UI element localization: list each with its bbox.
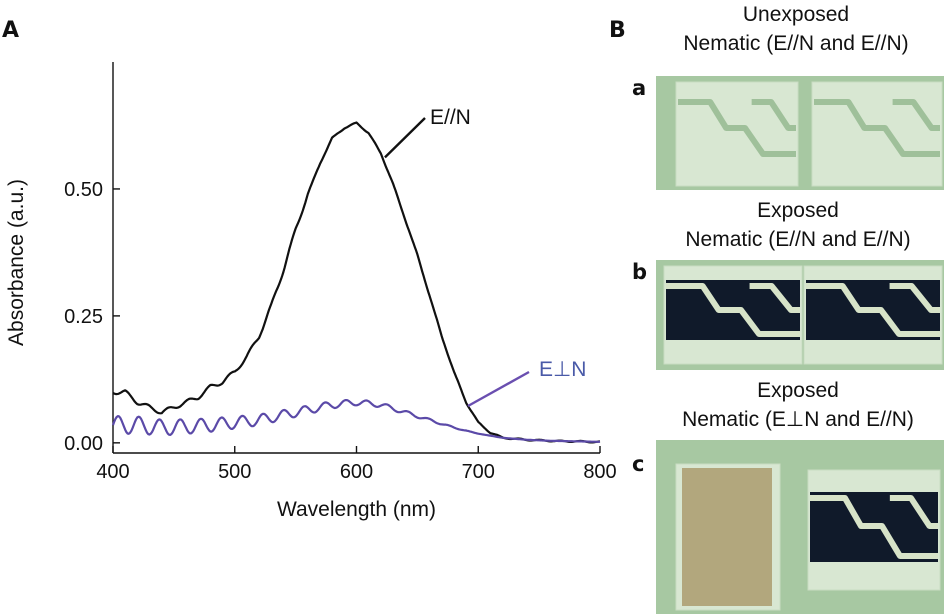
photo-drawing xyxy=(663,265,943,365)
x-axis-label: Wavelength (nm) xyxy=(277,498,436,521)
panel-b-letter: B xyxy=(609,18,626,43)
caption-c-line2: Nematic (E⊥N and E//N) xyxy=(682,408,914,431)
caption-a-line1: Unexposed xyxy=(742,3,850,26)
cell-left xyxy=(675,81,799,187)
x-tick-label-600: 600 xyxy=(340,461,373,483)
cell-right xyxy=(803,265,943,365)
caption-b-line2: Nematic (E//N and E//N) xyxy=(685,228,911,251)
annotation-label-1: E⊥N xyxy=(539,358,586,381)
x-tick-label-400: 400 xyxy=(96,461,129,483)
photo-drawing xyxy=(675,463,941,611)
x-tick-label-800: 800 xyxy=(583,461,616,483)
cell-right xyxy=(811,81,943,187)
y-tick-label-1: 0.25 xyxy=(64,306,103,328)
series-line-0 xyxy=(112,121,601,444)
photo-b-exposed xyxy=(656,260,944,370)
caption-c-line1: Exposed xyxy=(757,379,839,402)
row-c-letter: c xyxy=(632,452,645,476)
photo-c-mixed xyxy=(656,440,944,614)
caption-b: Exposed Nematic (E//N and E//N) xyxy=(648,196,946,254)
photo-drawing xyxy=(675,81,943,187)
x-tick-label-700: 700 xyxy=(462,461,495,483)
absorbance-chart: 400 500 600 700 800 0.00 0.25 0.50 Wavelength (n… xyxy=(5,62,617,521)
panel-a-letter: A xyxy=(2,18,20,43)
caption-b-line1: Exposed xyxy=(757,199,839,222)
y-tick-label-2: 0.50 xyxy=(64,179,103,201)
annotation-label-0: E//N xyxy=(430,106,471,129)
cell-right xyxy=(807,469,941,591)
cell-left xyxy=(675,463,781,611)
caption-a: Unexposed Nematic (E//N and E//N) xyxy=(646,0,946,58)
x-tick-label-500: 500 xyxy=(218,461,251,483)
y-axis-label: Absorbance (a.u.) xyxy=(5,179,28,346)
annotation-leader-0 xyxy=(384,117,426,159)
y-tick-label-0: 0.00 xyxy=(64,433,103,455)
cell-left xyxy=(663,265,803,365)
row-b-letter: b xyxy=(632,260,648,284)
row-a-letter: a xyxy=(632,76,647,100)
annotation-leader-1 xyxy=(467,370,530,408)
photo-a-unexposed xyxy=(656,76,944,190)
caption-a-line2: Nematic (E//N and E//N) xyxy=(683,32,909,55)
series-line-1 xyxy=(111,399,600,443)
caption-c: Exposed Nematic (E⊥N and E//N) xyxy=(648,376,946,434)
